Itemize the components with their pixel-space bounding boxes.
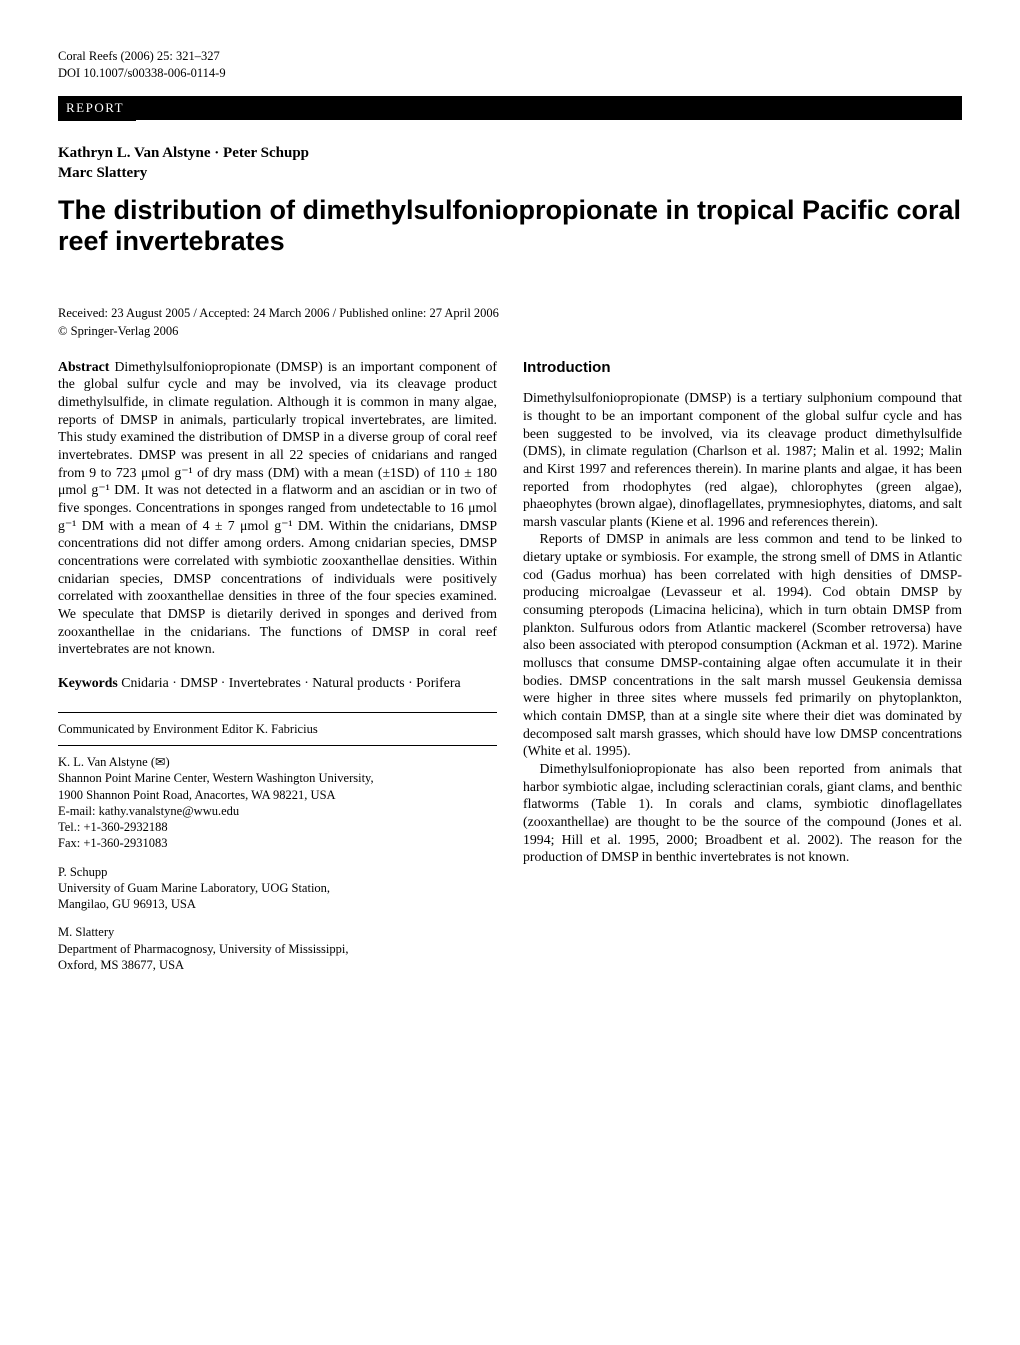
- communicated-by: Communicated by Environment Editor K. Fa…: [58, 721, 497, 737]
- affil-line: Mangilao, GU 96913, USA: [58, 896, 497, 912]
- affil-line: Fax: +1-360-2931083: [58, 835, 497, 851]
- report-bar: [136, 96, 962, 120]
- right-column: Introduction Dimethylsulfoniopropionate …: [523, 358, 962, 973]
- authors-line-1: Kathryn L. Van Alstyne · Peter Schupp: [58, 143, 962, 163]
- abstract-body: Dimethylsulfoniopropionate (DMSP) is an …: [58, 359, 497, 657]
- journal-line: Coral Reefs (2006) 25: 321–327: [58, 48, 962, 65]
- left-column: Abstract Dimethylsulfoniopropionate (DMS…: [58, 358, 497, 973]
- affil-line: Oxford, MS 38677, USA: [58, 957, 497, 973]
- copyright-line: © Springer-Verlag 2006: [58, 323, 962, 339]
- divider: [58, 745, 497, 746]
- affil-line: University of Guam Marine Laboratory, UO…: [58, 880, 497, 896]
- abstract-label: Abstract: [58, 359, 109, 374]
- affil-line: Tel.: +1-360-2932188: [58, 819, 497, 835]
- keywords-text: Cnidaria · DMSP · Invertebrates · Natura…: [118, 675, 461, 690]
- authors: Kathryn L. Van Alstyne · Peter Schupp Ma…: [58, 143, 962, 184]
- paper-title: The distribution of dimethylsulfonioprop…: [58, 195, 962, 257]
- doi-line: DOI 10.1007/s00338-006-0114-9: [58, 65, 962, 82]
- affil-line: Department of Pharmacognosy, University …: [58, 941, 497, 957]
- report-label: REPORT: [58, 96, 136, 121]
- introduction-body: Dimethylsulfoniopropionate (DMSP) is a t…: [523, 389, 962, 866]
- authors-line-2: Marc Slattery: [58, 163, 962, 183]
- affil-author: M. Slattery: [58, 924, 497, 940]
- abstract: Abstract Dimethylsulfoniopropionate (DMS…: [58, 358, 497, 658]
- keywords-label: Keywords: [58, 675, 118, 690]
- two-column-layout: Abstract Dimethylsulfoniopropionate (DMS…: [58, 358, 962, 973]
- affil-author: P. Schupp: [58, 864, 497, 880]
- affiliation-block-3: M. Slattery Department of Pharmacognosy,…: [58, 924, 497, 973]
- section-heading-introduction: Introduction: [523, 358, 962, 378]
- header-meta: Coral Reefs (2006) 25: 321–327 DOI 10.10…: [58, 48, 962, 82]
- affil-line: 1900 Shannon Point Road, Anacortes, WA 9…: [58, 787, 497, 803]
- affiliation-block-1: K. L. Van Alstyne (✉) Shannon Point Mari…: [58, 754, 497, 852]
- intro-paragraph: Dimethylsulfoniopropionate (DMSP) is a t…: [523, 389, 962, 530]
- divider: [58, 712, 497, 713]
- affil-line: Shannon Point Marine Center, Western Was…: [58, 770, 497, 786]
- affiliation-block-2: P. Schupp University of Guam Marine Labo…: [58, 864, 497, 913]
- intro-paragraph: Dimethylsulfoniopropionate has also been…: [523, 760, 962, 866]
- affil-author: K. L. Van Alstyne (✉): [58, 754, 497, 770]
- keywords: Keywords Cnidaria · DMSP · Invertebrates…: [58, 674, 497, 692]
- received-line: Received: 23 August 2005 / Accepted: 24 …: [58, 305, 962, 321]
- report-banner: REPORT: [58, 96, 962, 121]
- intro-paragraph: Reports of DMSP in animals are less comm…: [523, 530, 962, 760]
- affil-line: E-mail: kathy.vanalstyne@wwu.edu: [58, 803, 497, 819]
